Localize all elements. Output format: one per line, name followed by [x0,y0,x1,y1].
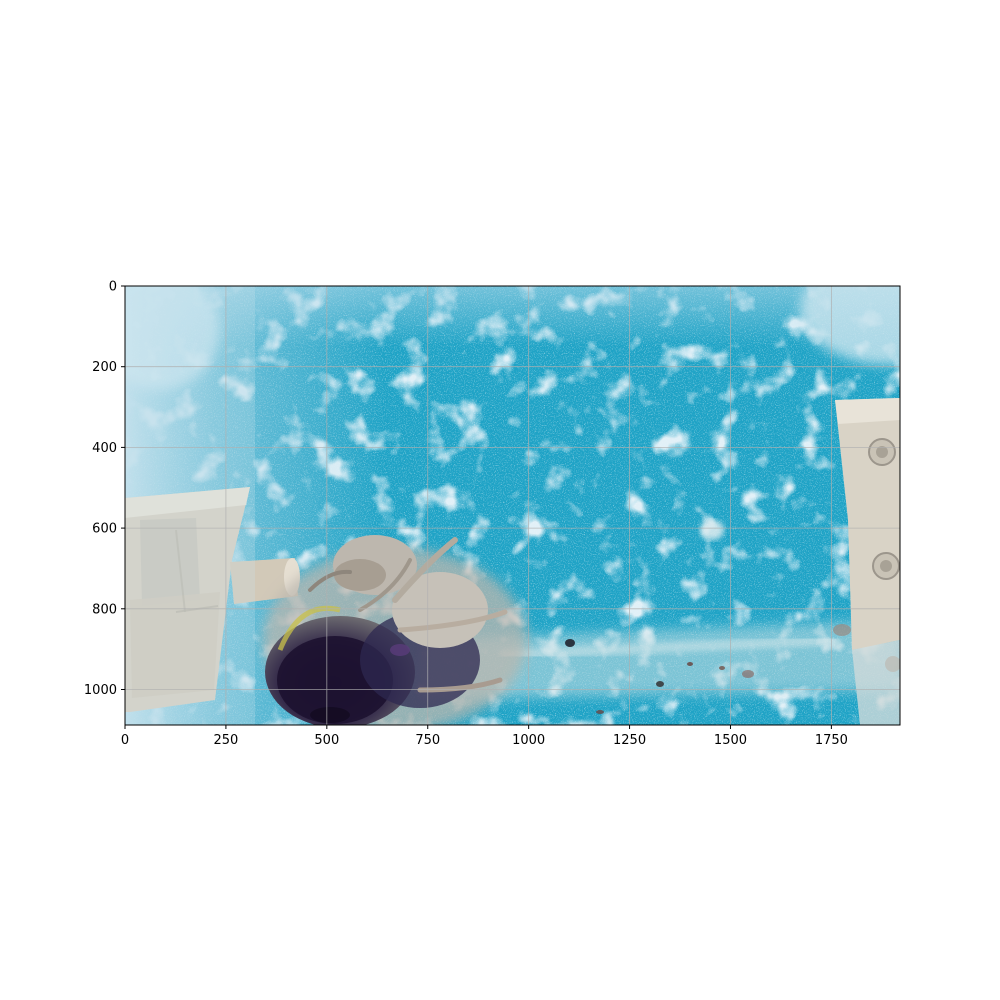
x-tick-label: 750 [415,733,440,748]
y-tick-label: 400 [92,441,117,456]
y-tick-label: 0 [109,280,117,295]
x-tick-label: 0 [121,733,129,748]
x-tick-label: 1250 [613,733,646,748]
x-tick-label: 1000 [512,733,545,748]
gridlines [124,285,900,725]
left-fixture [125,286,300,725]
x-tick-label: 250 [213,733,238,748]
y-tick-label: 200 [92,360,117,375]
y-tick-label: 1000 [84,683,117,698]
y-axis: 0 200 400 600 800 1000 [84,280,125,698]
y-tick-label: 600 [92,522,117,537]
x-tick-label: 1750 [815,733,848,748]
x-axis: 0 250 500 750 1000 1250 1500 1750 [121,725,848,748]
bumblebee [263,535,527,725]
axes-frame [124,285,901,726]
bee-photo [125,286,900,725]
debris [565,520,851,714]
x-tick-label: 500 [314,733,339,748]
x-tick-label: 1500 [714,733,747,748]
y-tick-label: 800 [92,602,117,617]
bracket [835,398,900,725]
